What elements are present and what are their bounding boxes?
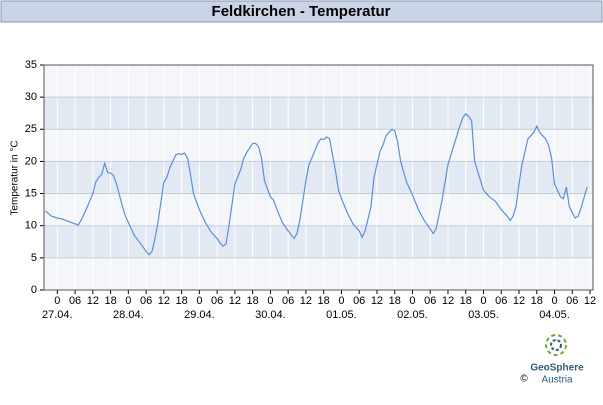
x-tick-label: 0	[196, 295, 202, 307]
x-tick-label: 0	[338, 295, 344, 307]
y-tick-label: 0	[31, 284, 37, 296]
x-tick-label: 06	[211, 295, 223, 307]
logo-name: GeoSphere	[530, 363, 584, 374]
copyright: ©	[520, 374, 528, 385]
line-series	[45, 112, 588, 256]
plot-border	[43, 64, 594, 291]
chart-title: Feldkirchen - Temperatur	[212, 3, 391, 20]
x-tick-label: 12	[87, 295, 99, 307]
y-tick-label: 25	[25, 123, 37, 135]
x-tick-label: 18	[389, 295, 401, 307]
x-tick-label: 18	[104, 295, 116, 307]
x-tick-label: 18	[318, 295, 330, 307]
x-tick-label: 12	[584, 295, 596, 307]
x-tick-label: 06	[424, 295, 436, 307]
x-date-label: 28.04.	[113, 309, 144, 321]
x-date-label: 02.05.	[397, 309, 428, 321]
title-bar	[0, 0, 603, 23]
grid-band	[44, 225, 593, 258]
x-tick-label: 06	[69, 295, 81, 307]
y-tick-label: 30	[25, 91, 37, 103]
x-tick-label: 0	[409, 295, 415, 307]
y-tick-label: 20	[25, 155, 37, 167]
x-tick-label: 0	[125, 295, 131, 307]
y-tick-label: 15	[25, 187, 37, 199]
x-tick-label: 0	[54, 295, 60, 307]
logo-sub: Austria	[541, 375, 573, 386]
x-date-label: 27.04.	[42, 309, 73, 321]
x-tick-label: 06	[353, 295, 365, 307]
x-tick-label: 18	[247, 295, 259, 307]
x-tick-label: 06	[495, 295, 507, 307]
x-tick-label: 06	[566, 295, 578, 307]
x-date-label: 01.05.	[326, 309, 357, 321]
x-tick-label: 12	[158, 295, 170, 307]
x-tick-label: 18	[175, 295, 187, 307]
x-tick-label: 18	[460, 295, 472, 307]
x-tick-label: 12	[371, 295, 383, 307]
grid-band	[44, 97, 593, 130]
x-date-label: 04.05.	[539, 309, 570, 321]
x-tick-label: 12	[513, 295, 525, 307]
x-tick-label: 12	[300, 295, 312, 307]
x-tick-label: 12	[442, 295, 454, 307]
x-date-label: 30.04.	[255, 309, 286, 321]
y-axis-label: Temperatur in °C	[10, 140, 21, 215]
x-date-label: 29.04.	[184, 309, 215, 321]
grid-band	[44, 161, 593, 194]
x-tick-label: 0	[267, 295, 273, 307]
y-tick-label: 5	[31, 252, 37, 264]
x-tick-label: 06	[282, 295, 294, 307]
x-tick-label: 06	[140, 295, 152, 307]
logo	[545, 334, 567, 356]
x-date-label: 03.05.	[468, 309, 499, 321]
x-tick-label: 0	[480, 295, 486, 307]
y-tick-label: 10	[25, 220, 37, 232]
x-tick-label: 18	[531, 295, 543, 307]
x-tick-label: 12	[229, 295, 241, 307]
x-tick-label: 0	[551, 295, 557, 307]
y-tick-label: 35	[25, 59, 37, 71]
